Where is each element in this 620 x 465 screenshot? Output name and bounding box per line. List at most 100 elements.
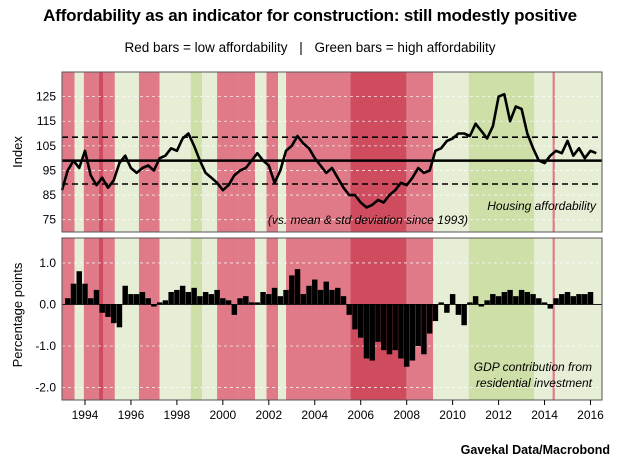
shading-band [83,238,99,400]
gdp-bar [553,298,559,305]
gdp-bar [541,302,548,305]
gdp-bar [513,296,519,305]
gdp-bar [93,289,100,305]
bottom-y-tick-labels: -2.0 -1.0 0.0 1.0 [35,256,56,395]
gdp-bar [174,289,180,305]
x-tick-label: 2012 [485,408,512,422]
gdp-bar [271,287,278,305]
x-tick-label: 2004 [301,408,328,422]
shading-band [98,72,104,232]
shading-band [255,72,267,232]
gdp-bar [426,304,433,334]
gdp-bar [65,298,71,305]
shading-band [534,72,553,232]
gdp-bar [472,296,479,305]
y-tick-label: 1.0 [39,256,56,270]
gdp-bar [559,294,565,305]
gdp-bar [225,300,232,305]
gdp-bar [243,296,249,305]
top-y-axis-title: Index [10,136,25,168]
gdp-bar [507,289,513,305]
shading-band [255,238,267,400]
shading-band [62,238,75,400]
mean-std-annotation: (vs. mean & std deviation since 1993) [268,213,468,227]
gdp-bar [467,302,473,305]
x-tick-label: 2002 [255,408,282,422]
gdp-bar [260,292,266,305]
gdp-bar [151,304,157,307]
gdp-bar [432,304,439,322]
gdp-bar [128,294,134,305]
x-tick-label: 2000 [209,408,236,422]
x-tick-label: 1998 [164,408,191,422]
shading-band [468,238,535,400]
gdp-bar [254,302,261,305]
y-tick-label: -2.0 [35,381,56,395]
panel-frames [61,71,603,401]
shading-band [286,72,351,232]
gdp-bar [133,294,140,305]
gdp-bar [369,304,375,361]
gdp-bar [392,304,398,351]
gdp-bar [484,300,490,305]
gdp-bar [197,296,203,305]
gdp-bar [248,302,255,305]
shading-band [286,238,351,400]
shading-band [554,238,602,400]
gdp-bar [518,289,525,305]
gdp-bar [110,304,117,324]
gdp-bar [409,304,416,361]
gdp-bar [99,304,105,313]
shading-band [406,72,434,232]
gdp-bar [340,296,347,305]
gdp-bar [82,283,88,305]
x-tick-label: 2008 [393,408,420,422]
gdp-bar [294,269,301,305]
shading-band [278,238,287,400]
x-tick-label: 2014 [531,408,558,422]
shading-band [202,72,218,232]
gdp-bar [76,271,82,305]
shading-band [238,72,256,232]
gdp-bar [444,304,450,313]
affordability-line-series [60,92,597,209]
gdp-bar [105,304,111,317]
y-tick-label: -1.0 [35,339,56,353]
gdp-bar [403,304,410,367]
shading-band [278,72,287,232]
shading-band [159,238,175,400]
gdp-bar [346,304,352,315]
gdp-bar [449,294,456,305]
top-panel-frame [61,71,603,233]
gdp-bar [501,292,508,305]
legend-green-label: Green bars = high affordability [314,40,496,55]
gdp-bar [455,304,462,315]
gdp-bar [317,289,324,305]
gdp-bar [587,292,594,305]
shading-band [138,72,160,232]
gdp-bar [202,292,209,305]
gdp-bar [306,285,312,305]
gdp-bar [208,294,215,305]
chart-subtitle: Red bars = low affordability | Green bar… [0,40,620,55]
gdp-bar [352,304,358,330]
y-tick-label: 95 [43,163,57,177]
gdp-bar [438,302,444,305]
shading-band [202,238,218,400]
gdp-bar [421,304,427,355]
shading-band [266,72,278,232]
gdp-bar [536,298,542,305]
top-panel-shading [62,72,602,232]
shading-band [238,238,256,400]
gdp-bar [116,304,123,328]
gdp-bar [185,292,192,305]
gdp-bar [323,281,329,305]
gdp-bar [363,304,370,359]
shading-band [190,238,203,400]
shading-band [217,238,239,400]
y-tick-label: 125 [36,90,56,104]
chart-title: Affordability as an indicator for constr… [43,6,577,25]
gdp-bar [312,279,318,305]
bottom-y-axis-title: Percentage points [10,262,25,367]
